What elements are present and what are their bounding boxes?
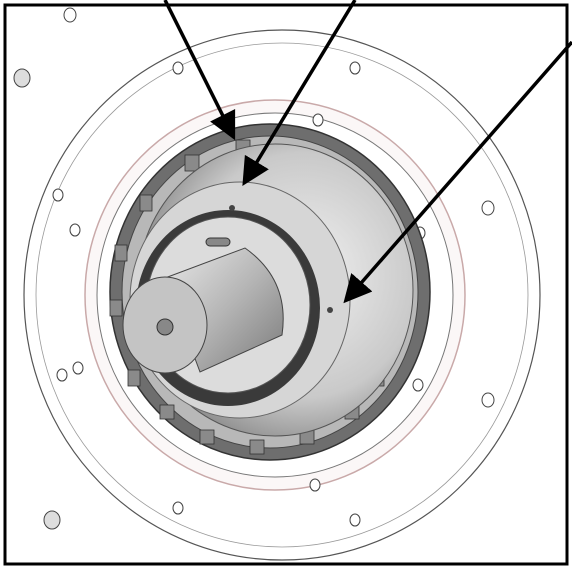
center-hole xyxy=(156,318,174,336)
frame xyxy=(3,3,569,566)
hole xyxy=(229,205,235,211)
arrows xyxy=(163,0,572,304)
bolt-holes xyxy=(13,7,495,530)
arrow xyxy=(163,0,236,141)
key-slot xyxy=(205,237,231,247)
flange-inner-edge xyxy=(35,42,529,548)
hole xyxy=(327,307,333,313)
arrow xyxy=(242,0,357,186)
assembly xyxy=(13,7,541,561)
arrow xyxy=(343,40,572,304)
